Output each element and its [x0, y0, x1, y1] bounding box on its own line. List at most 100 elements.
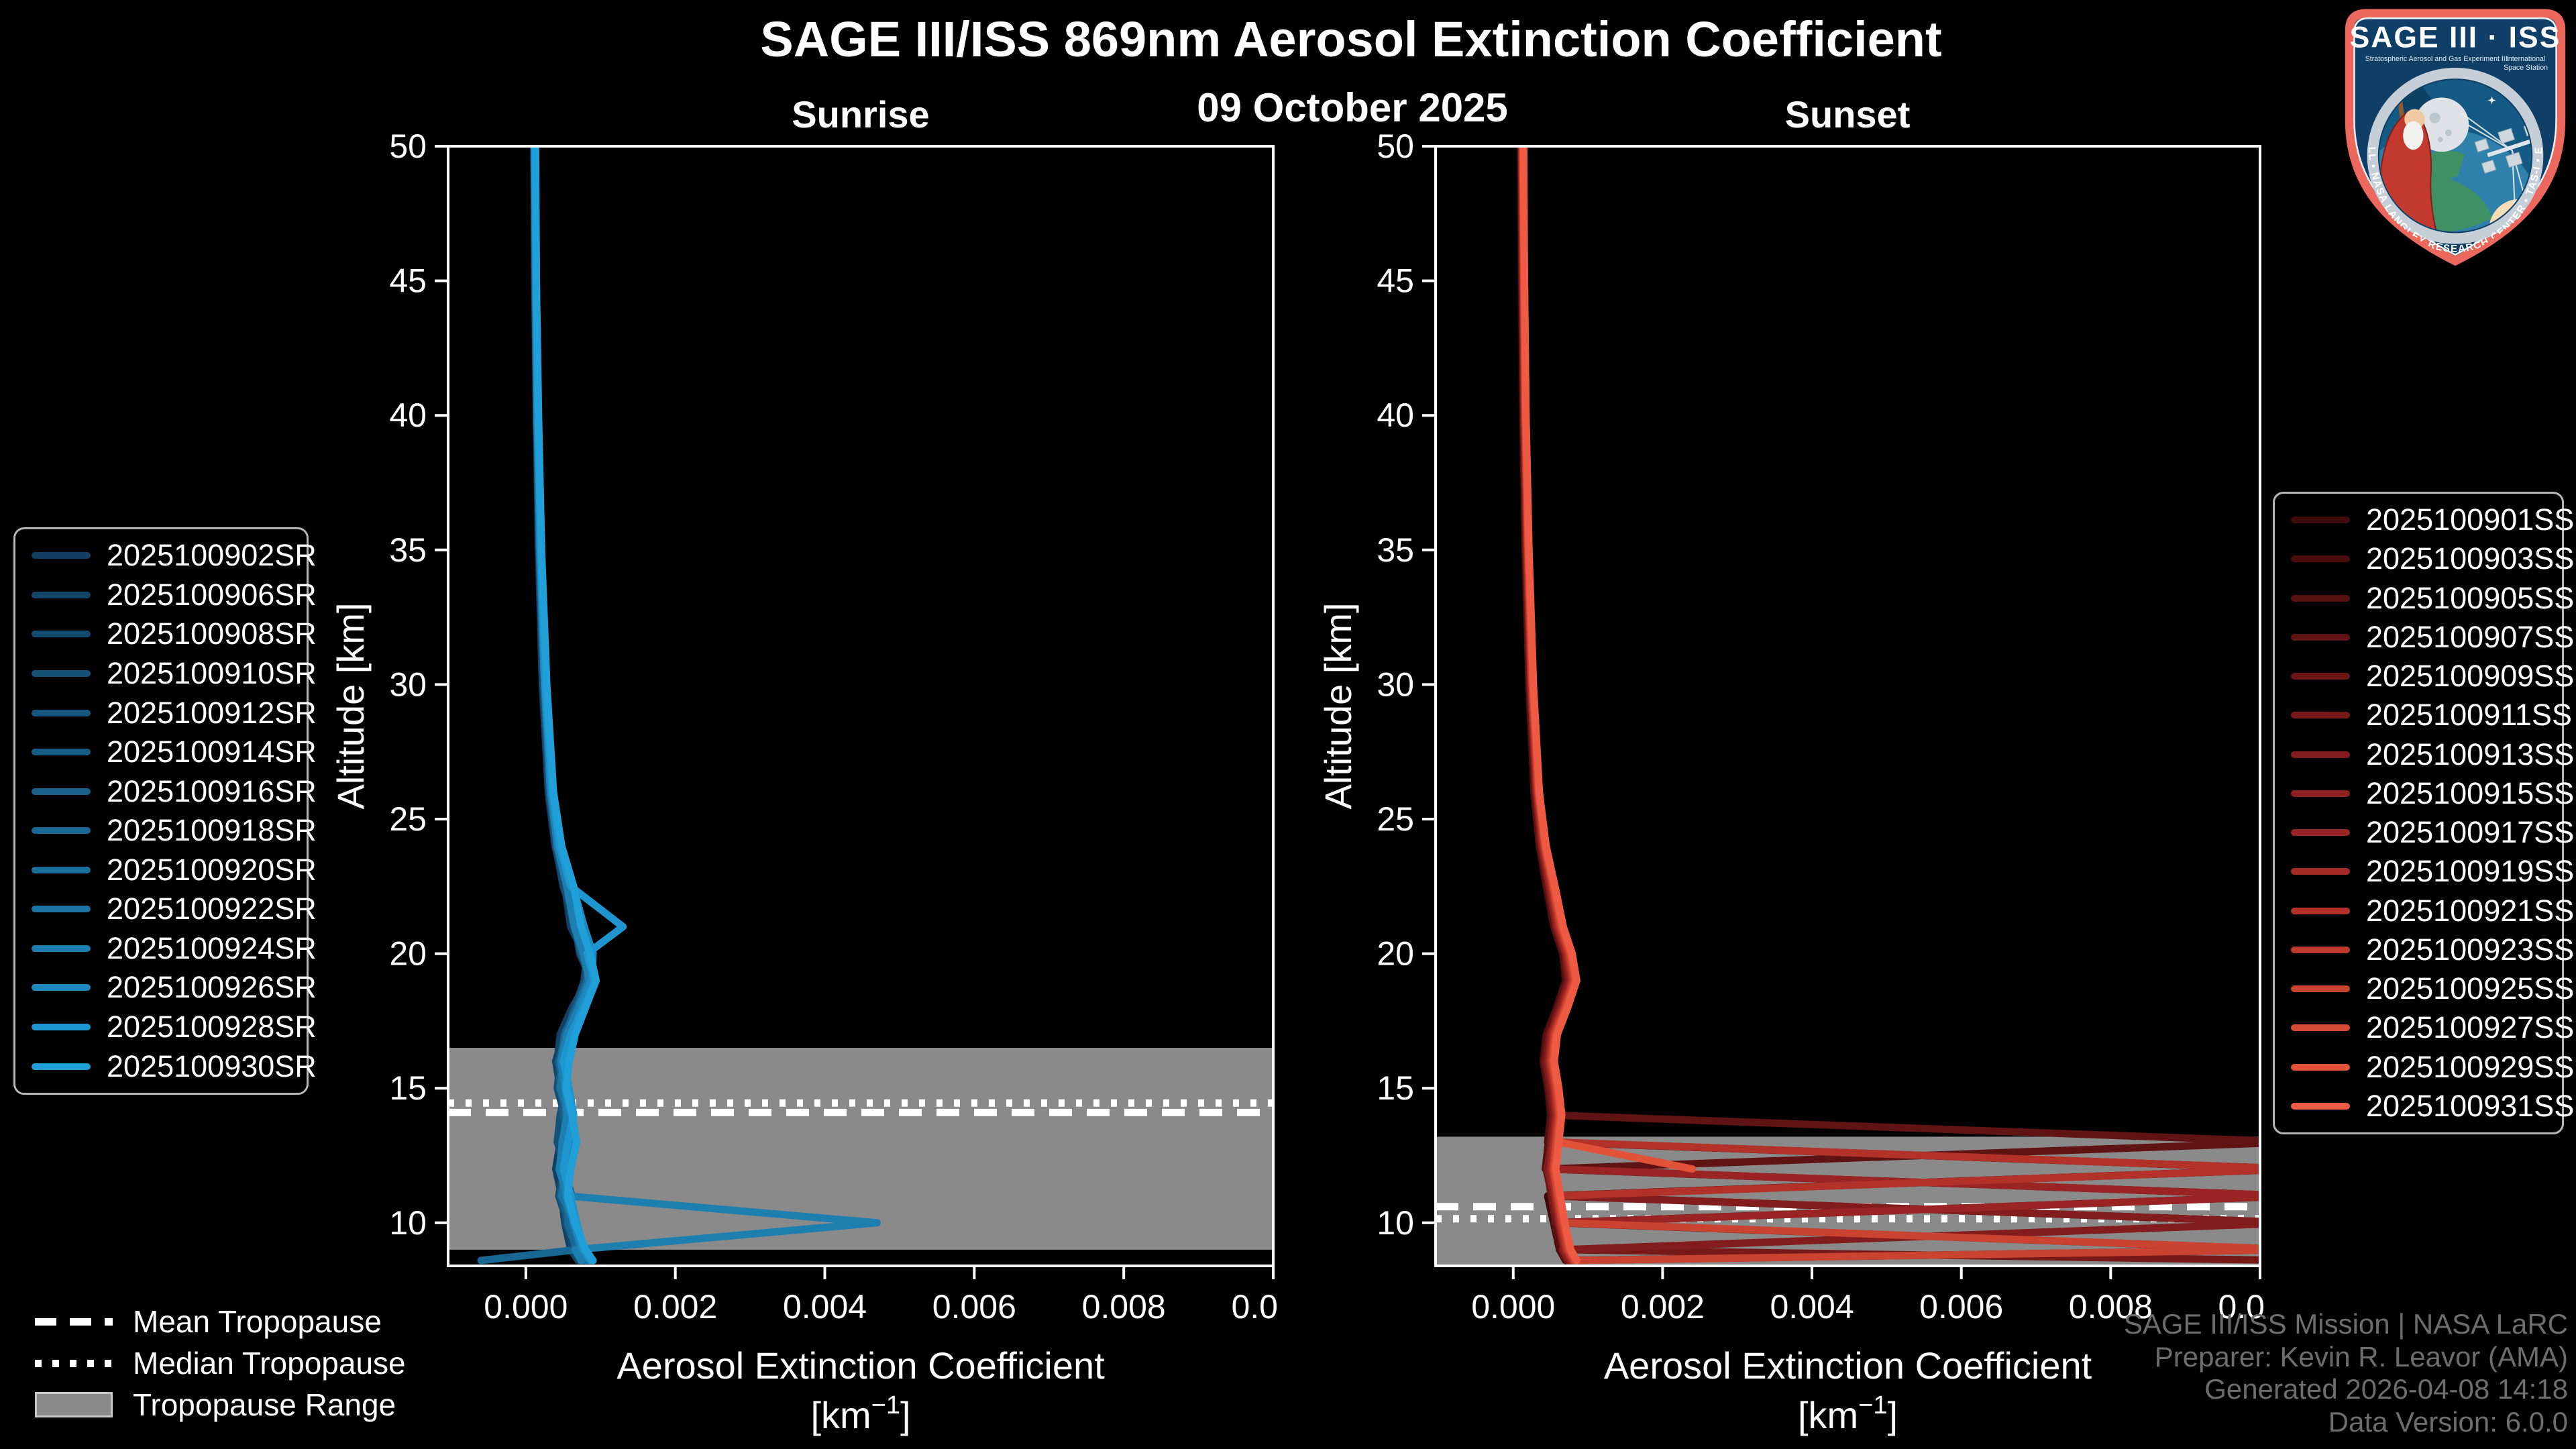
- legend-line-swatch: [2291, 829, 2350, 837]
- tropopause-range-band: [448, 1048, 1273, 1250]
- y-tick-label: 20: [389, 935, 427, 973]
- legend-item: 2025100911SS: [2280, 698, 2572, 733]
- legend-label: 2025100907SS: [2366, 619, 2575, 654]
- legend-item: 2025100922SR: [21, 892, 317, 926]
- legend-line-swatch: [2291, 555, 2350, 563]
- legend-label: 2025100909SS: [2366, 659, 2575, 694]
- profile-2025100913SS: [1517, 146, 2260, 1265]
- legend-line-swatch: [32, 788, 91, 795]
- legend-label: 2025100916SR: [107, 773, 317, 808]
- y-tick-label: 10: [389, 1204, 427, 1242]
- legend-line-swatch: [2291, 712, 2350, 719]
- profile-2025100909SS: [1517, 146, 2260, 1265]
- legend-label: 2025100914SR: [107, 735, 317, 769]
- legend-label: 2025100917SS: [2366, 815, 2575, 850]
- moon-crater: [2429, 112, 2440, 123]
- legend-label: 2025100930SR: [107, 1049, 317, 1083]
- legend-line-swatch: [32, 749, 91, 756]
- profile-2025100925SS: [1519, 146, 2260, 1265]
- x-tick-label: 0.006: [932, 1288, 1016, 1326]
- page-title: SAGE III/ISS 869nm Aerosol Extinction Co…: [760, 11, 1942, 67]
- legend-label: 2025100901SS: [2366, 502, 2575, 537]
- legend-line-swatch: [32, 1024, 91, 1031]
- x-axis-label: Aerosol Extinction Coefficient: [1604, 1344, 2092, 1387]
- y-tick-label: 25: [389, 800, 427, 838]
- legend-item: 2025100901SS: [2280, 502, 2574, 537]
- earth-landmass-2: [2421, 150, 2465, 180]
- y-axis-label: Altitude [km]: [329, 602, 372, 809]
- legend-line-swatch: [2291, 751, 2350, 758]
- legend-label: 2025100921SS: [2366, 893, 2575, 928]
- profile-2025100931SS: [1519, 146, 1580, 1265]
- legend-label: 2025100928SR: [107, 1010, 317, 1044]
- x-axis-units: [km−1]: [810, 1391, 910, 1436]
- legend-line-swatch: [32, 906, 91, 913]
- y-tick-label: 20: [1377, 935, 1414, 973]
- x-tick-label: 0.000: [484, 1288, 568, 1326]
- star-icon: [2487, 96, 2496, 105]
- moon-crater: [2445, 129, 2452, 136]
- x-tick-label: 0.008: [1082, 1288, 1166, 1326]
- median-tropopause-legend-item: Median Tropopause: [35, 1346, 406, 1381]
- x-tick-label: 0.002: [1621, 1288, 1705, 1326]
- legend-line-swatch: [2291, 594, 2350, 602]
- legend-label: 2025100906SR: [107, 577, 317, 612]
- logo-subtitle-right-1: International: [2506, 55, 2545, 63]
- y-tick-label: 35: [1377, 531, 1414, 569]
- legend-line-swatch: [32, 1063, 91, 1070]
- legend-item: 2025100902SR: [21, 538, 317, 573]
- x-axis-label: Aerosol Extinction Coefficient: [616, 1344, 1105, 1387]
- y-tick-label: 50: [1377, 127, 1414, 165]
- plot-data-area: [448, 146, 1273, 1265]
- legend-item: 2025100927SS: [2280, 1010, 2574, 1045]
- profile-2025100905SS: [1517, 146, 2260, 1265]
- y-tick-label: 15: [389, 1069, 427, 1107]
- x-tick-label: 0.006: [1919, 1288, 2003, 1326]
- sunrise-legend: 2025100902SR 2025100906SR 2025100908SR 2025…: [13, 527, 317, 1095]
- y-tick-label: 10: [1377, 1204, 1414, 1242]
- legend-item: 2025100909SS: [2280, 659, 2574, 694]
- x-tick-label: 0.004: [783, 1288, 867, 1326]
- legend-label: 2025100911SS: [2366, 698, 2572, 733]
- x-tick-label: 0.000: [1471, 1288, 1555, 1326]
- legend-line-swatch: [2291, 985, 2350, 993]
- y-axis-label: Altitude [km]: [1317, 602, 1359, 809]
- legend-label: 2025100918SR: [107, 813, 317, 848]
- legend-line-swatch: [32, 827, 91, 835]
- legend-line-swatch: [32, 866, 91, 873]
- logo-subtitle-left: Stratospheric Aerosol and Gas Experiment…: [2365, 55, 2508, 63]
- y-tick-label: 15: [1377, 1069, 1414, 1107]
- legend-line-swatch: [32, 552, 91, 559]
- legend-line-swatch: [2291, 946, 2350, 953]
- median-tropopause-line-swatch: [35, 1359, 113, 1367]
- legend-item: 2025100917SS: [2280, 815, 2574, 850]
- x-tick-label: 0.004: [1770, 1288, 1854, 1326]
- legend-item: 2025100905SS: [2280, 581, 2574, 616]
- legend-item: 2025100923SS: [2280, 932, 2574, 967]
- legend-item: 2025100913SS: [2280, 737, 2574, 772]
- legend-item: 2025100924SR: [21, 931, 317, 966]
- sage-iss-mission-logo: SAGE III · ISS Stratospheric Aerosol and…: [2345, 9, 2566, 266]
- logo-subtitle-right-2: Space Station: [2504, 64, 2548, 72]
- legend-label: 2025100910SR: [107, 655, 317, 690]
- moon-crater: [2437, 137, 2443, 143]
- sunset-plot: 0.000 0.002 0.004 0.006 0.008 0.010 50 45 40 35 30…: [1317, 127, 2267, 1436]
- legend-label: 2025100924SR: [107, 930, 317, 965]
- axes-box: [447, 145, 1275, 1267]
- legend-item: 2025100919SS: [2280, 854, 2574, 889]
- legend-item: 2025100918SR: [21, 813, 317, 848]
- attribution-data-version: Data Version: 6.0.0: [2328, 1406, 2568, 1438]
- legend-item: 2025100921SS: [2280, 894, 2574, 928]
- legend-label: 2025100927SS: [2366, 1010, 2575, 1045]
- legend-label: 2025100920SR: [107, 852, 317, 887]
- sunrise-plot: 0.000 0.002 0.004 0.006 0.008 0.010 50 45 40 35 30…: [329, 127, 1280, 1436]
- legend-item: 2025100925SS: [2280, 971, 2574, 1006]
- legend-item: 2025100903SS: [2280, 541, 2574, 576]
- mean-tropopause-label: Mean Tropopause: [133, 1304, 382, 1339]
- profile-2025100921SS: [1518, 146, 2260, 1265]
- y-tick-label: 25: [1377, 800, 1414, 838]
- legend-line-swatch: [2291, 633, 2350, 641]
- plot-data-area: [1436, 146, 2260, 1266]
- y-tick-label: 35: [389, 531, 427, 569]
